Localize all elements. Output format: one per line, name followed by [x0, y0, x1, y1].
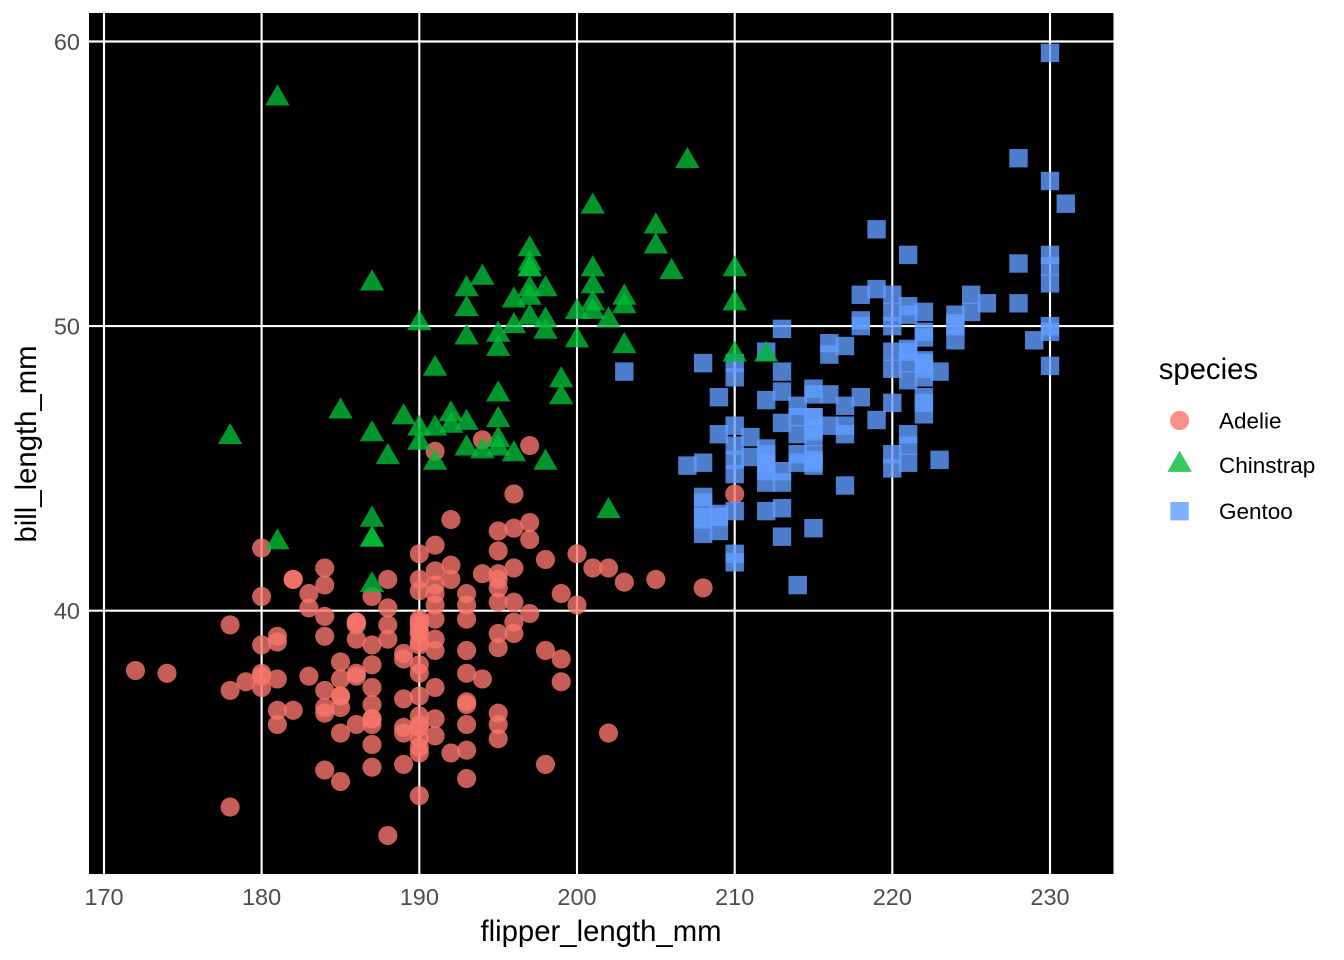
- svg-text:species: species: [1159, 353, 1258, 386]
- svg-text:180: 180: [242, 884, 281, 910]
- svg-text:50: 50: [54, 313, 80, 339]
- svg-text:170: 170: [84, 884, 123, 910]
- svg-text:Gentoo: Gentoo: [1219, 499, 1293, 524]
- svg-text:Adelie: Adelie: [1219, 409, 1282, 434]
- svg-text:bill_length_mm: bill_length_mm: [10, 345, 43, 542]
- svg-text:200: 200: [557, 884, 596, 910]
- svg-text:flipper_length_mm: flipper_length_mm: [480, 915, 721, 948]
- svg-text:60: 60: [54, 29, 80, 55]
- svg-text:40: 40: [54, 598, 80, 624]
- svg-text:210: 210: [715, 884, 754, 910]
- svg-text:230: 230: [1030, 884, 1069, 910]
- svg-text:Chinstrap: Chinstrap: [1219, 453, 1315, 478]
- svg-text:220: 220: [873, 884, 912, 910]
- svg-text:190: 190: [400, 884, 439, 910]
